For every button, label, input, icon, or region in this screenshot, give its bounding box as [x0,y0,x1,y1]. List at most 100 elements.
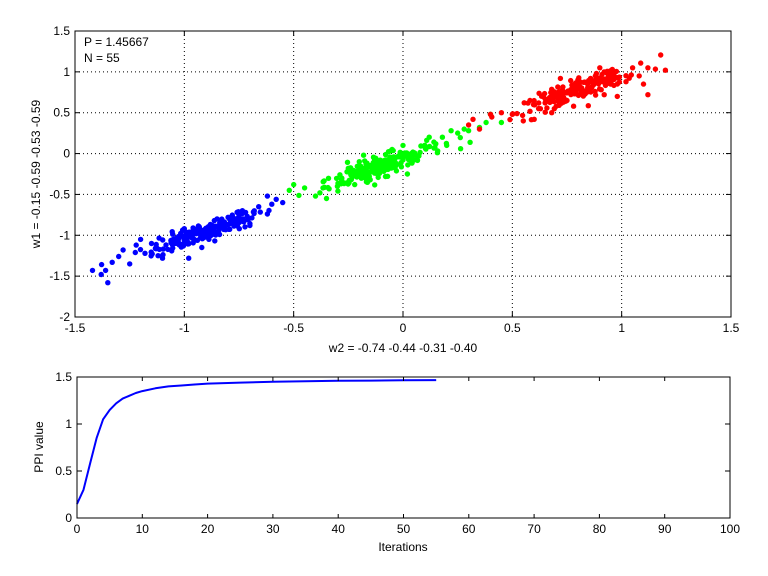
scatter-point [236,214,242,220]
scatter-point [352,181,358,188]
scatter-point [389,146,395,153]
scatter-point [367,177,373,183]
scatter-point [571,91,577,97]
scatter-point [568,77,574,84]
scatter-point [225,214,231,220]
scatter-point [638,60,644,66]
y-tick-label: 1.5 [55,370,72,384]
x-tick-label: 0 [400,321,407,335]
scatter-ticks: -1.5 -1 -0.5 0 0.5 1 1.5-2-1.5-1-0.500.511.5 [49,24,739,335]
scatter-point [345,165,351,171]
scatter-point [614,93,620,100]
scatter-x-axis-label: w2 = -0.74 -0.44 -0.31 -0.40 [328,341,478,355]
scatter-point [148,253,154,259]
line-x-axis-label: Iterations [378,540,427,554]
scatter-point [544,105,550,111]
scatter-point [398,164,405,170]
scatter-point [465,128,472,134]
scatter-point [175,237,181,243]
scatter-point [520,118,526,124]
scatter-point [391,158,397,164]
scatter-point [400,142,406,149]
scatter-point [195,227,202,233]
scatter-point [605,73,611,80]
y-tick-label: 0.5 [55,464,72,478]
scatter-point [356,159,362,165]
scatter-point [470,116,476,123]
scatter-point [628,72,634,78]
scatter-points [89,52,669,286]
scatter-point [105,280,111,286]
x-tick-label: 50 [397,522,411,536]
scatter-point [345,181,351,187]
scatter-point [199,244,205,251]
scatter-point [652,66,659,72]
scatter-point [397,149,403,155]
y-tick-label: -1.5 [49,269,70,283]
scatter-point [211,230,217,236]
scatter-point [426,143,433,150]
scatter-point [527,108,533,115]
scatter-point [585,103,591,109]
scatter-point [411,157,417,163]
scatter-point [190,228,197,234]
x-tick-label: 1.5 [723,321,740,335]
scatter-point [203,231,209,238]
scatter-point [608,81,614,87]
y-tick-label: 1 [65,417,72,431]
scatter-point [461,126,467,132]
scatter-point [148,249,154,255]
scatter-point [371,168,377,174]
scatter-point [636,73,642,79]
x-tick-label: 40 [332,522,346,536]
scatter-point [542,100,548,106]
scatter-point [186,241,192,247]
scatter-point [231,223,237,229]
scatter-point [586,85,592,91]
scatter-point [273,196,279,202]
scatter-point [557,75,564,82]
x-tick-label: 0.5 [504,321,521,335]
scatter-point [629,65,636,71]
scatter-point [540,94,547,100]
scatter-point [467,139,473,145]
scatter-point [582,79,588,85]
scatter-point [547,99,553,106]
scatter-point [116,253,122,260]
scatter-point [555,84,561,90]
scatter-point [180,243,187,249]
scatter-point [498,110,505,116]
scatter-point [457,146,464,152]
y-tick-label: 0 [63,147,70,161]
y-tick-label: 1 [63,65,70,79]
y-tick-label: 0 [65,511,72,525]
scatter-point [444,142,450,149]
x-tick-label: 90 [658,522,672,536]
scatter-point [570,103,577,109]
y-tick-label: -2 [59,310,70,324]
scatter-point [251,208,257,214]
line-series [76,379,437,505]
scatter-point [347,169,353,176]
scatter-point [507,116,513,123]
scatter-point [487,111,494,118]
scatter-point [132,249,138,256]
scatter-point [645,92,651,98]
scatter-plot-area [75,31,731,317]
x-tick-label: 80 [593,522,607,536]
scatter-point [616,79,623,85]
scatter-point [601,69,607,75]
scatter-point [317,190,323,196]
scatter-point [426,134,432,140]
scatter-point [170,231,176,237]
scatter-point [142,250,148,256]
scatter-point [598,87,604,93]
scatter-point [98,271,104,278]
scatter-point [133,242,139,248]
scatter-point [344,159,351,165]
scatter-point [102,267,109,274]
scatter-point [98,261,105,268]
scatter-point [185,233,192,240]
scatter-point [597,65,603,71]
